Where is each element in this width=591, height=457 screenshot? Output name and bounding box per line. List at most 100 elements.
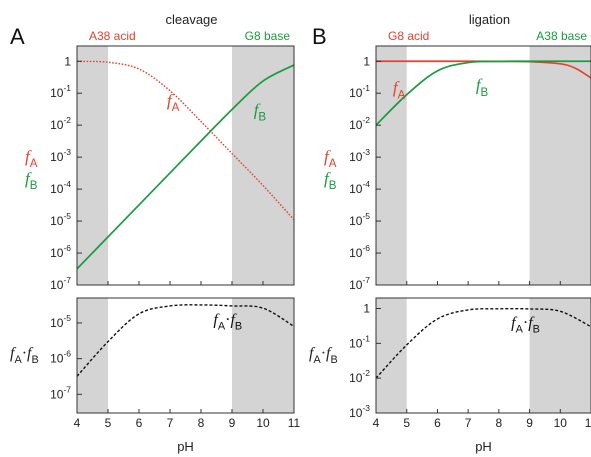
y-tick-label-6: 10-5 xyxy=(50,211,71,228)
y-axis-label-fa-sub: A xyxy=(30,158,38,170)
curve-label-product: fA·fB xyxy=(213,312,242,333)
y-axis-label-fb: fB xyxy=(25,169,38,192)
x-tick-label-3: 6 xyxy=(434,416,441,430)
y-tick-exp: -7 xyxy=(362,275,370,285)
curve-label-product-letter-b: f xyxy=(230,312,237,329)
x-tick-label-2: 5 xyxy=(105,416,112,430)
y-tick-base: 10 xyxy=(349,336,363,350)
y-tick-exp: -2 xyxy=(63,115,71,125)
shaded-region-2 xyxy=(232,298,294,413)
y-tick-exp: -3 xyxy=(63,147,71,157)
x-tick-label-7: 10 xyxy=(554,416,568,430)
y-tick-base: 1 xyxy=(64,54,71,68)
series-line-fA xyxy=(77,60,294,221)
y-tick-exp: -5 xyxy=(63,313,71,323)
y-tick-label-2: 10-1 xyxy=(349,83,370,100)
curve-label-a: fA xyxy=(167,91,180,114)
x-tick-label-1: 4 xyxy=(373,416,380,430)
shaded-region-2 xyxy=(529,46,591,285)
y-tick-label-3: 10-7 xyxy=(50,384,71,401)
panel-title: ligation xyxy=(469,12,510,27)
panel-title: cleavage xyxy=(165,12,217,27)
shaded-region-1 xyxy=(376,298,407,413)
y-tick-base: 10 xyxy=(349,182,363,196)
y-tick-label-4: 10-3 xyxy=(50,147,71,164)
curve-label-product-dot: · xyxy=(225,312,230,329)
y-axis-label-product-dot: · xyxy=(321,345,326,362)
y-axis-label-product: fA·fB xyxy=(309,345,338,366)
y-tick-label-7: 10-6 xyxy=(349,243,370,260)
x-tick-label-6: 9 xyxy=(229,416,236,430)
y-tick-label-7: 10-6 xyxy=(50,243,71,260)
curve-label-a-sub: A xyxy=(172,102,180,114)
curve-label-b-letter: f xyxy=(254,101,261,120)
x-tick-label-2: 5 xyxy=(403,416,410,430)
series-line-fB xyxy=(77,64,294,270)
header-left-label: G8 acid xyxy=(388,29,429,43)
header-right-label: G8 base xyxy=(245,29,291,43)
curve-label-product-letter-a: f xyxy=(511,315,518,332)
x-axis-label: pH xyxy=(475,439,492,454)
y-tick-exp: -6 xyxy=(63,349,71,359)
x-tick-label-4: 7 xyxy=(167,416,174,430)
y-tick-exp: -4 xyxy=(63,179,71,189)
y-tick-base: 1 xyxy=(363,301,370,315)
shaded-region-2 xyxy=(529,298,591,413)
y-tick-exp: -3 xyxy=(362,147,370,157)
y-tick-label-6: 10-5 xyxy=(349,211,370,228)
y-tick-label-3: 10-2 xyxy=(50,115,71,132)
y-tick-label-2: 10-1 xyxy=(349,333,370,350)
series-line-fA-fB xyxy=(77,304,294,377)
y-axis-label-fa: fA xyxy=(324,147,337,170)
curve-label-b-sub: B xyxy=(258,112,266,124)
y-axis-label-fb-letter: f xyxy=(324,169,331,188)
x-tick-label-6: 9 xyxy=(526,416,533,430)
y-axis-label-product-letter-a: f xyxy=(309,345,316,362)
y-axis-label-product-letter-a: f xyxy=(10,345,17,362)
shaded-region-1 xyxy=(376,46,407,285)
y-tick-label-1: 1 xyxy=(64,54,71,68)
y-axis-label-product-sub-b: B xyxy=(32,354,39,366)
y-tick-exp: -6 xyxy=(362,243,370,253)
y-tick-base: 10 xyxy=(349,118,363,132)
y-tick-exp: -4 xyxy=(362,179,370,189)
y-tick-label-8: 10-7 xyxy=(50,275,71,292)
y-tick-base: 10 xyxy=(50,118,64,132)
y-tick-base: 10 xyxy=(50,316,64,330)
y-tick-label-2: 10-6 xyxy=(50,349,71,366)
y-tick-label-1: 1 xyxy=(363,301,370,315)
y-tick-base: 10 xyxy=(50,278,64,292)
y-tick-label-4: 10-3 xyxy=(349,147,370,164)
y-tick-exp: -1 xyxy=(63,83,71,93)
y-axis-label-fa-sub: A xyxy=(329,158,337,170)
y-tick-label-3: 10-2 xyxy=(349,368,370,385)
y-tick-exp: -1 xyxy=(362,333,370,343)
y-tick-exp: -6 xyxy=(63,243,71,253)
y-tick-base: 10 xyxy=(50,86,64,100)
y-axis-label-product-letter-b: f xyxy=(27,345,34,362)
plot-frame xyxy=(76,297,295,414)
x-tick-label-4: 7 xyxy=(465,416,472,430)
y-tick-base: 10 xyxy=(50,352,64,366)
plot-frame xyxy=(375,297,591,414)
y-axis-label-fb-sub: B xyxy=(329,180,337,192)
y-tick-label-5: 10-4 xyxy=(50,179,71,196)
y-axis-label-product-sub-a: A xyxy=(313,354,321,366)
y-tick-label-3: 10-2 xyxy=(349,115,370,132)
x-tick-label-5: 8 xyxy=(496,416,503,430)
y-tick-label-5: 10-4 xyxy=(349,179,370,196)
series-line-fB xyxy=(376,60,591,126)
y-tick-base: 10 xyxy=(349,214,363,228)
y-tick-exp: -3 xyxy=(362,403,370,413)
y-axis-label-product-letter-b: f xyxy=(326,345,333,362)
y-tick-base: 10 xyxy=(50,246,64,260)
y-tick-exp: -2 xyxy=(362,115,370,125)
header-left-label: A38 acid xyxy=(89,29,136,43)
panel-letter: A xyxy=(10,24,25,49)
curve-label-b: fB xyxy=(254,101,267,124)
y-tick-base: 10 xyxy=(50,387,64,401)
x-axis-label: pH xyxy=(177,439,194,454)
